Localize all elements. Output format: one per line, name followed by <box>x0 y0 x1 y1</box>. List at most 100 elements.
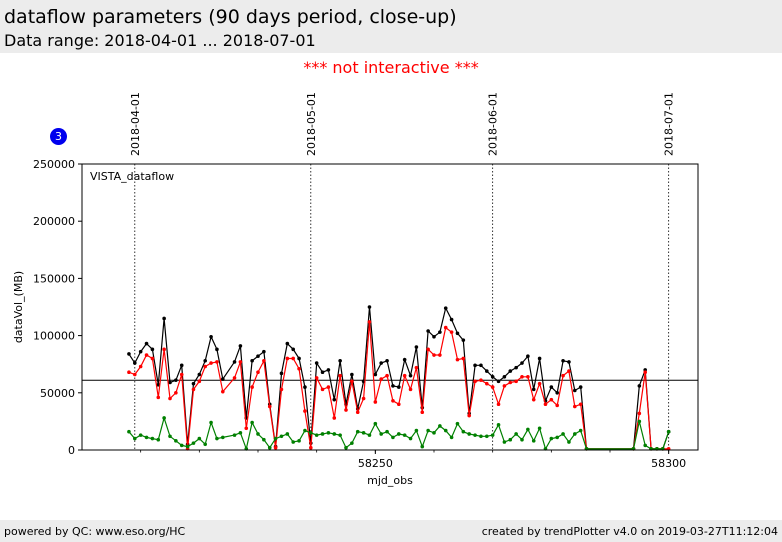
data-point <box>520 374 524 379</box>
data-point <box>449 330 454 334</box>
data-point <box>520 437 524 442</box>
data-point <box>350 372 354 377</box>
data-point <box>256 370 260 375</box>
data-point <box>508 369 513 373</box>
data-point <box>127 429 131 434</box>
date-marker-label: 2018-06-01 <box>487 92 500 156</box>
data-point <box>338 373 342 378</box>
data-point <box>479 434 483 439</box>
data-point <box>244 426 249 431</box>
data-point <box>197 372 202 377</box>
data-point <box>332 432 337 436</box>
y-axis-label: dataVol_(MB) <box>12 271 25 343</box>
data-point <box>291 440 296 444</box>
data-point <box>267 445 272 450</box>
x-tick-label: 58250 <box>358 457 393 470</box>
data-point <box>373 421 378 426</box>
data-point <box>449 317 454 322</box>
data-point <box>402 357 407 362</box>
data-point <box>174 378 178 383</box>
data-point <box>262 358 266 363</box>
data-point <box>138 433 143 437</box>
data-point <box>350 441 354 445</box>
x-axis-label: mjd_obs <box>367 474 413 487</box>
data-point <box>578 385 583 389</box>
data-point <box>549 436 554 441</box>
date-marker-label: 2018-07-01 <box>663 92 676 156</box>
data-point <box>426 347 430 352</box>
data-point <box>309 431 313 435</box>
data-point <box>320 432 325 436</box>
data-point <box>262 437 266 442</box>
data-point <box>578 402 583 407</box>
data-point <box>238 344 243 348</box>
data-point <box>350 379 354 384</box>
data-point <box>238 360 243 364</box>
data-point <box>526 427 530 432</box>
data-point <box>373 372 378 377</box>
data-point <box>426 428 430 433</box>
data-point <box>314 361 319 365</box>
data-point <box>537 381 542 386</box>
data-point <box>496 402 501 407</box>
y-tick-label: 150000 <box>33 272 75 285</box>
data-point <box>391 399 395 403</box>
data-point <box>408 373 413 378</box>
data-point <box>144 435 149 440</box>
data-point <box>543 402 548 407</box>
data-point <box>174 391 178 395</box>
data-point <box>285 432 290 436</box>
data-point <box>367 320 372 324</box>
data-point <box>578 428 583 433</box>
data-point <box>303 385 307 389</box>
data-point <box>408 387 413 392</box>
data-point <box>555 435 559 440</box>
data-point <box>514 365 518 370</box>
data-point <box>555 403 559 408</box>
data-point <box>320 370 325 375</box>
data-point <box>138 349 143 354</box>
data-point <box>461 429 466 434</box>
panel-label: VISTA_dataflow <box>90 170 174 183</box>
data-point <box>215 347 219 352</box>
data-point <box>191 381 196 386</box>
data-point <box>133 361 137 365</box>
data-point <box>232 433 237 437</box>
data-point <box>162 347 166 352</box>
data-point <box>191 387 196 392</box>
data-point <box>496 379 501 384</box>
data-point <box>150 436 155 441</box>
data-point <box>326 368 331 372</box>
data-point <box>414 345 419 349</box>
data-point <box>344 445 348 450</box>
data-point <box>637 419 642 424</box>
data-point <box>297 356 301 361</box>
data-point <box>221 435 225 440</box>
data-point <box>461 338 466 342</box>
data-point <box>250 420 254 425</box>
page-header: dataflow parameters (90 days period, clo… <box>0 0 782 53</box>
data-point <box>461 356 466 361</box>
data-point <box>127 352 131 356</box>
data-point <box>138 364 143 369</box>
data-point <box>443 428 448 433</box>
data-point <box>133 372 137 377</box>
data-point <box>355 429 360 434</box>
page-footer: powered by QC: www.eso.org/HC created by… <box>0 520 782 542</box>
footer-powered-by: powered by QC: www.eso.org/HC <box>4 525 186 538</box>
data-point <box>514 432 518 436</box>
data-point <box>426 329 430 333</box>
data-point <box>373 400 378 404</box>
data-point <box>215 360 219 364</box>
data-point <box>291 347 296 352</box>
x-tick-label: 58300 <box>651 457 686 470</box>
data-point <box>391 435 395 440</box>
data-point <box>438 353 442 357</box>
data-point <box>303 428 307 433</box>
data-point <box>561 373 565 378</box>
data-point <box>156 395 161 400</box>
data-point <box>573 404 577 409</box>
data-point <box>549 385 554 389</box>
y-tick-label: 200000 <box>33 215 75 228</box>
